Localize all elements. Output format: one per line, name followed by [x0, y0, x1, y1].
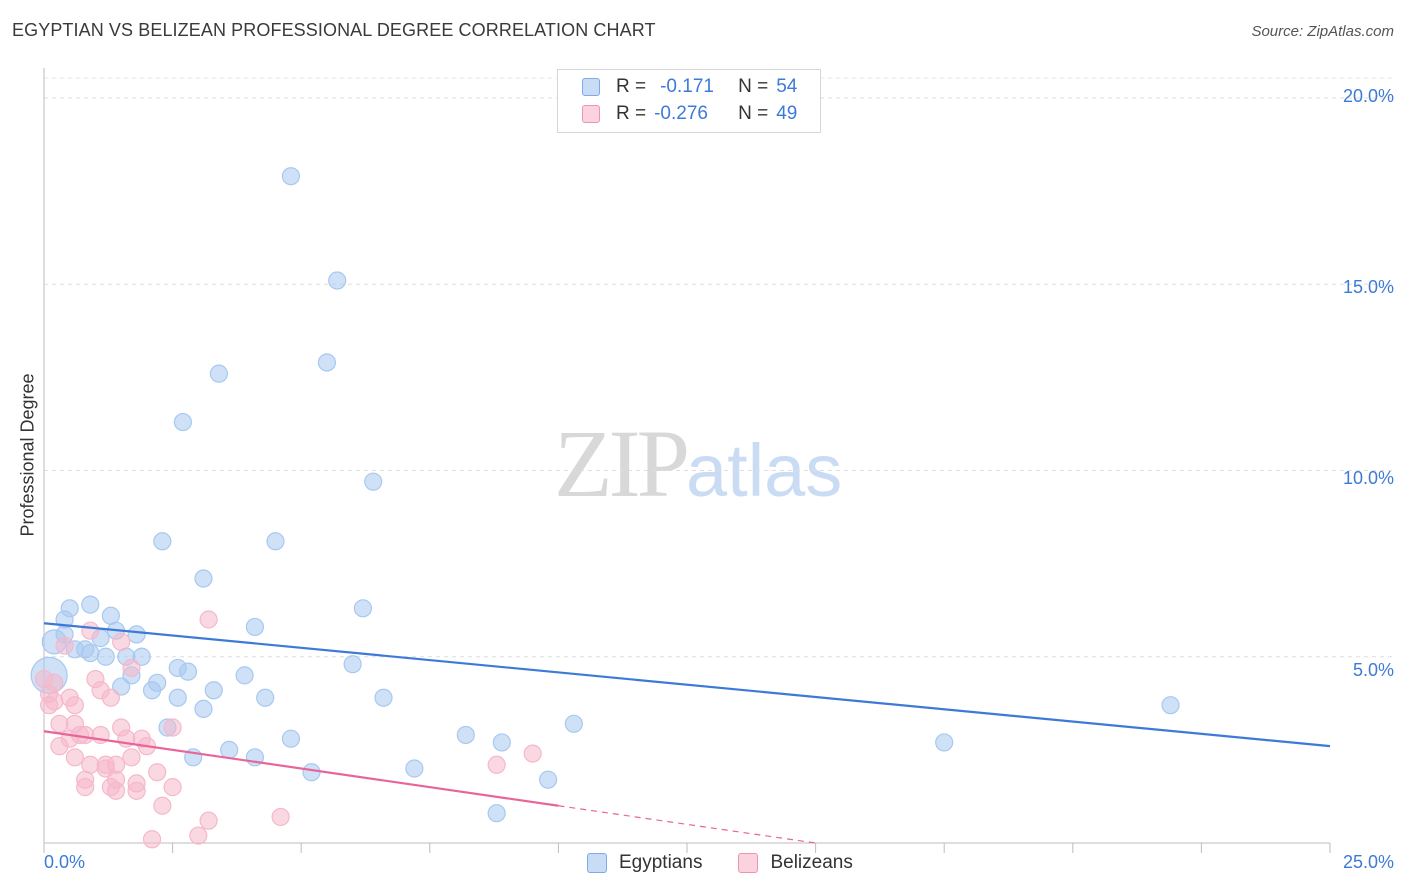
legend-item-belizeans: Belizeans: [738, 852, 853, 874]
data-point-egyptians: [204, 681, 223, 700]
data-point-belizeans: [271, 807, 290, 827]
data-point-belizeans: [65, 696, 84, 715]
data-point-egyptians: [539, 770, 558, 789]
data-point-egyptians: [178, 662, 198, 681]
data-point-egyptians: [96, 647, 115, 666]
source-label: Source: ZipAtlas.com: [1251, 23, 1394, 40]
y-tick-label: 10.0%: [1342, 468, 1394, 488]
data-point-belizeans: [81, 755, 100, 774]
y-tick-label: 5.0%: [1352, 660, 1394, 680]
legend-r-value: -0.171: [660, 76, 714, 97]
data-point-egyptians: [487, 804, 506, 823]
series-legend: Egyptians Belizeans: [587, 852, 889, 874]
legend-item-egyptians: Egyptians: [587, 852, 702, 874]
legend-n-label: N =: [738, 76, 769, 97]
data-point-egyptians: [364, 472, 383, 491]
data-point-belizeans: [45, 692, 64, 711]
legend-row-belizeans: R = -0.276 N = 49: [582, 102, 797, 126]
data-point-belizeans: [199, 811, 218, 830]
data-point-egyptians: [132, 647, 151, 666]
legend-n-value: 49: [776, 103, 798, 124]
trend-line-belizeans: [43, 730, 559, 807]
x-tick-label: 0.0%: [44, 852, 86, 872]
data-point-egyptians: [60, 599, 79, 618]
data-point-egyptians: [220, 740, 239, 759]
legend-r-label: R =: [616, 103, 647, 124]
data-point-egyptians: [153, 532, 172, 551]
legend-swatch-belizeans: [738, 853, 759, 873]
data-point-belizeans: [45, 673, 64, 692]
data-point-egyptians: [302, 763, 321, 782]
data-point-egyptians: [374, 688, 393, 707]
legend-r-value: -0.276: [654, 103, 708, 124]
legend-swatch-blue: [582, 78, 600, 96]
data-point-egyptians: [127, 625, 146, 644]
legend-swatch-egyptians: [587, 853, 607, 873]
legend-n-value: 54: [776, 76, 798, 97]
trend-line-egyptians: [43, 622, 1331, 748]
data-point-egyptians: [456, 725, 475, 745]
data-point-belizeans: [153, 796, 172, 815]
data-point-egyptians: [317, 353, 337, 372]
watermark: ZIPatlas: [554, 408, 842, 519]
legend-swatch-pink: [582, 105, 600, 123]
data-point-egyptians: [235, 666, 254, 685]
data-point-belizeans: [127, 774, 146, 793]
legend-n-label: N =: [738, 103, 769, 124]
data-point-belizeans: [199, 610, 218, 629]
data-point-belizeans: [81, 621, 100, 640]
legend-r-label: R =: [616, 76, 647, 97]
legend-label-egyptians: Egyptians: [619, 852, 703, 873]
data-point-egyptians: [209, 364, 228, 383]
data-point-egyptians: [148, 673, 167, 692]
data-point-belizeans: [523, 744, 542, 763]
data-point-egyptians: [281, 167, 301, 186]
data-point-egyptians: [281, 729, 301, 748]
data-point-egyptians: [245, 617, 265, 637]
data-point-belizeans: [163, 718, 182, 737]
data-point-egyptians: [353, 599, 373, 618]
data-point-egyptians: [194, 569, 213, 588]
data-point-egyptians: [81, 643, 100, 663]
data-point-egyptians: [256, 688, 275, 707]
data-point-egyptians: [266, 532, 285, 551]
watermark-zip: ZIP: [554, 410, 690, 517]
chart-title: EGYPTIAN VS BELIZEAN PROFESSIONAL DEGREE…: [12, 20, 656, 40]
x-tick-label: 25.0%: [1342, 852, 1394, 872]
data-point-egyptians: [564, 714, 583, 733]
data-point-belizeans: [122, 748, 141, 767]
data-point-belizeans: [122, 658, 141, 678]
data-point-belizeans: [76, 725, 95, 745]
data-point-belizeans: [55, 636, 74, 655]
data-point-belizeans: [65, 748, 84, 767]
data-point-belizeans: [189, 826, 208, 845]
data-point-egyptians: [343, 655, 362, 674]
trend-line-extension-belizeans: [558, 805, 816, 844]
data-point-belizeans: [76, 778, 95, 797]
data-point-egyptians: [81, 595, 100, 614]
data-point-egyptians: [405, 759, 424, 778]
y-tick-label: 20.0%: [1342, 86, 1394, 106]
data-point-belizeans: [112, 632, 131, 651]
data-point-belizeans: [142, 830, 162, 849]
legend-row-egyptians: R = -0.171 N = 54: [582, 75, 797, 99]
data-point-egyptians: [168, 688, 187, 707]
y-tick-label: 15.0%: [1342, 277, 1394, 297]
data-point-egyptians: [328, 271, 347, 290]
correlation-legend: R = -0.171 N = 54 R = -0.276 N = 49: [557, 69, 821, 133]
data-point-egyptians: [112, 677, 131, 696]
data-point-egyptians: [492, 733, 511, 752]
data-point-belizeans: [148, 763, 167, 782]
data-point-belizeans: [487, 755, 506, 774]
data-point-egyptians: [935, 733, 954, 752]
data-point-belizeans: [101, 688, 120, 707]
data-point-belizeans: [163, 778, 182, 797]
data-point-egyptians: [173, 412, 192, 432]
data-point-belizeans: [106, 770, 126, 789]
data-point-belizeans: [50, 714, 69, 733]
data-point-egyptians: [194, 699, 213, 719]
legend-label-belizeans: Belizeans: [770, 852, 853, 873]
data-point-egyptians: [1161, 696, 1180, 715]
